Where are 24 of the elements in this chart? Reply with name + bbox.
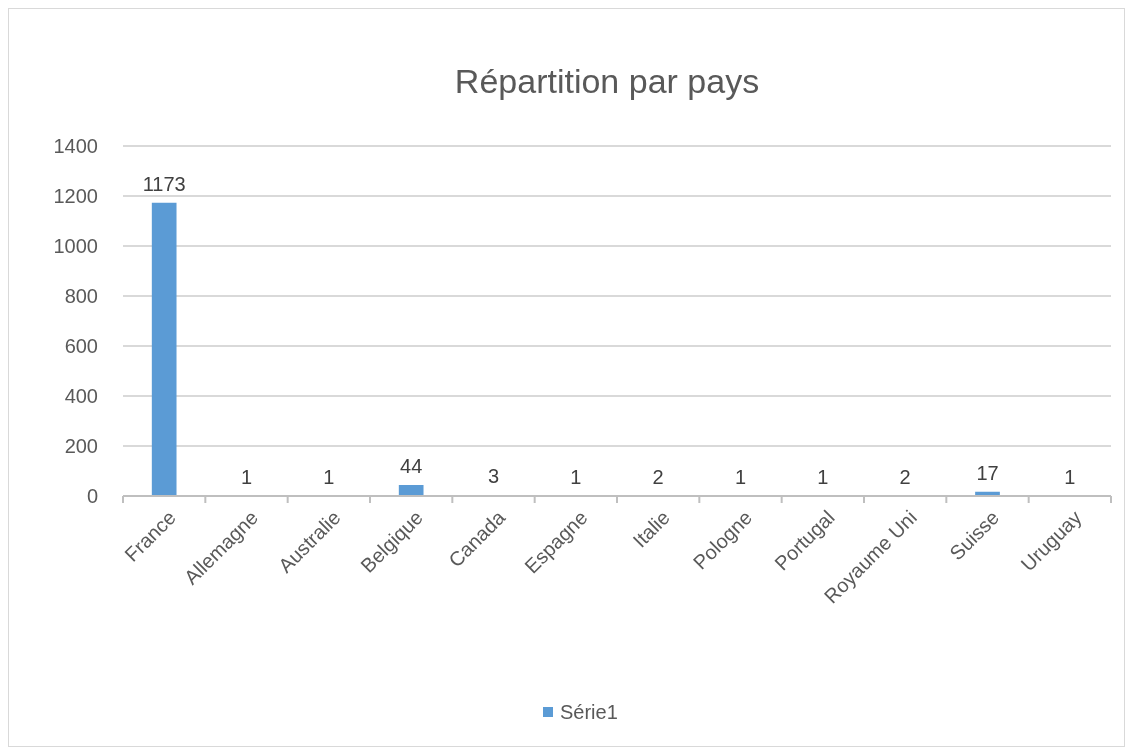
y-tick-label: 800	[64, 285, 98, 307]
legend-label: Série1	[560, 701, 618, 723]
bar	[398, 485, 424, 496]
data-label: 1173	[142, 172, 186, 195]
data-label: 3	[487, 465, 500, 488]
y-tick-label: 400	[64, 385, 98, 407]
data-label: 1	[817, 465, 829, 488]
chart-title: Répartition par pays	[454, 62, 760, 100]
data-label: 2	[899, 465, 911, 488]
y-tick-label: 1000	[53, 235, 98, 257]
data-label: 1	[1064, 465, 1076, 488]
y-tick-label: 0	[86, 485, 98, 507]
data-label: 1	[570, 465, 582, 488]
data-label: 1	[240, 465, 253, 488]
bar	[151, 202, 177, 496]
y-tick-label: 1400	[53, 135, 98, 157]
y-tick-label: 1200	[53, 185, 98, 207]
data-label: 17	[976, 461, 999, 484]
data-label: 1	[734, 465, 747, 488]
y-tick-label: 600	[64, 335, 98, 357]
y-tick-label: 200	[64, 435, 98, 457]
data-label: 44	[400, 455, 423, 477]
data-label: 1	[323, 465, 335, 488]
data-label: 2	[652, 465, 664, 488]
